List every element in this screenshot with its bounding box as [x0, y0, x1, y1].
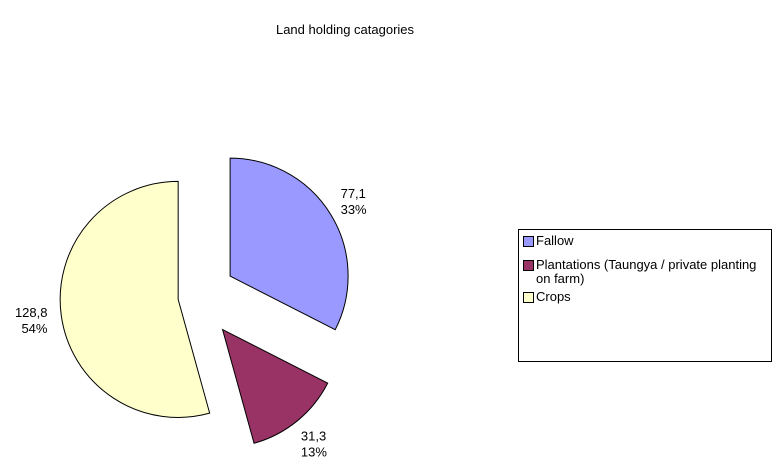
data-label: 77,1 [341, 186, 366, 201]
pie-slice [229, 157, 349, 331]
legend-swatch [523, 292, 534, 303]
legend-swatch [523, 236, 534, 247]
legend-item: Fallow [523, 234, 767, 248]
percent-label: 54% [21, 321, 47, 336]
legend: Fallow Plantations (Taungya / private pla… [518, 229, 772, 362]
legend-item: Crops [523, 290, 767, 304]
pie-slice [59, 180, 211, 418]
legend-label: Plantations (Taungya / private planting … [536, 257, 757, 286]
legend-swatch [523, 260, 534, 271]
data-label: 128,8 [15, 305, 48, 320]
pie-slice [221, 328, 329, 444]
data-label: 31,3 [301, 429, 326, 444]
legend-label: Crops [536, 289, 571, 304]
percent-label: 13% [301, 445, 327, 457]
percent-label: 33% [341, 202, 367, 217]
legend-label: Fallow [536, 233, 574, 248]
chart-title: Land holding catagories [276, 22, 415, 37]
legend-item: Plantations (Taungya / private planting … [523, 258, 767, 286]
